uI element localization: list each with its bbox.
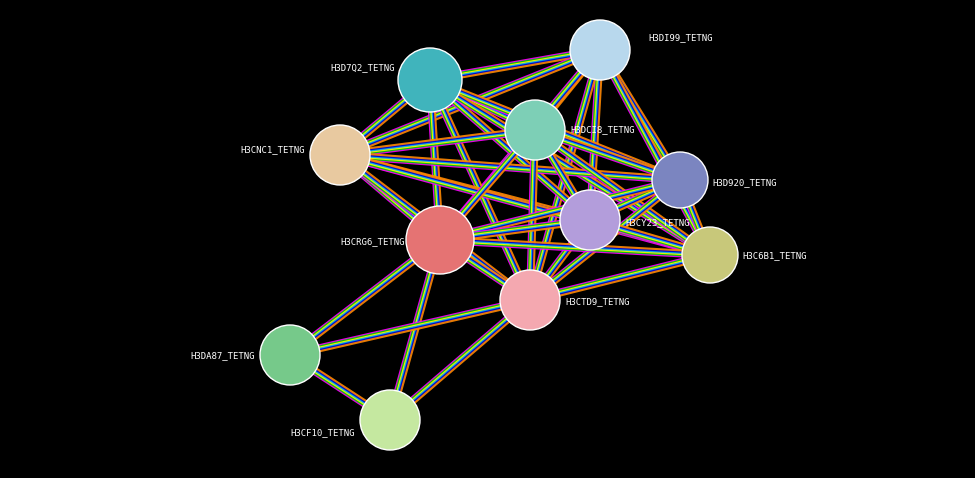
Text: H3D7Q2_TETNG: H3D7Q2_TETNG (331, 64, 395, 73)
Text: H3DA87_TETNG: H3DA87_TETNG (190, 351, 255, 360)
Text: H3DCI8_TETNG: H3DCI8_TETNG (570, 126, 635, 134)
Text: H3CRG6_TETNG: H3CRG6_TETNG (340, 238, 405, 247)
Circle shape (682, 227, 738, 283)
Text: H3CY23_TETNG: H3CY23_TETNG (625, 218, 689, 228)
Circle shape (560, 190, 620, 250)
Circle shape (406, 206, 474, 274)
Circle shape (260, 325, 320, 385)
Circle shape (360, 390, 420, 450)
Text: H3CF10_TETNG: H3CF10_TETNG (291, 428, 355, 437)
Text: H3C6B1_TETNG: H3C6B1_TETNG (742, 251, 806, 261)
Text: H3CTD9_TETNG: H3CTD9_TETNG (565, 297, 630, 306)
Circle shape (398, 48, 462, 112)
Circle shape (310, 125, 370, 185)
Circle shape (500, 270, 560, 330)
Text: H3D920_TETNG: H3D920_TETNG (712, 178, 776, 187)
Circle shape (570, 20, 630, 80)
Circle shape (652, 152, 708, 208)
Text: H3CNC1_TETNG: H3CNC1_TETNG (241, 145, 305, 154)
Text: H3DI99_TETNG: H3DI99_TETNG (648, 33, 713, 43)
Circle shape (505, 100, 565, 160)
